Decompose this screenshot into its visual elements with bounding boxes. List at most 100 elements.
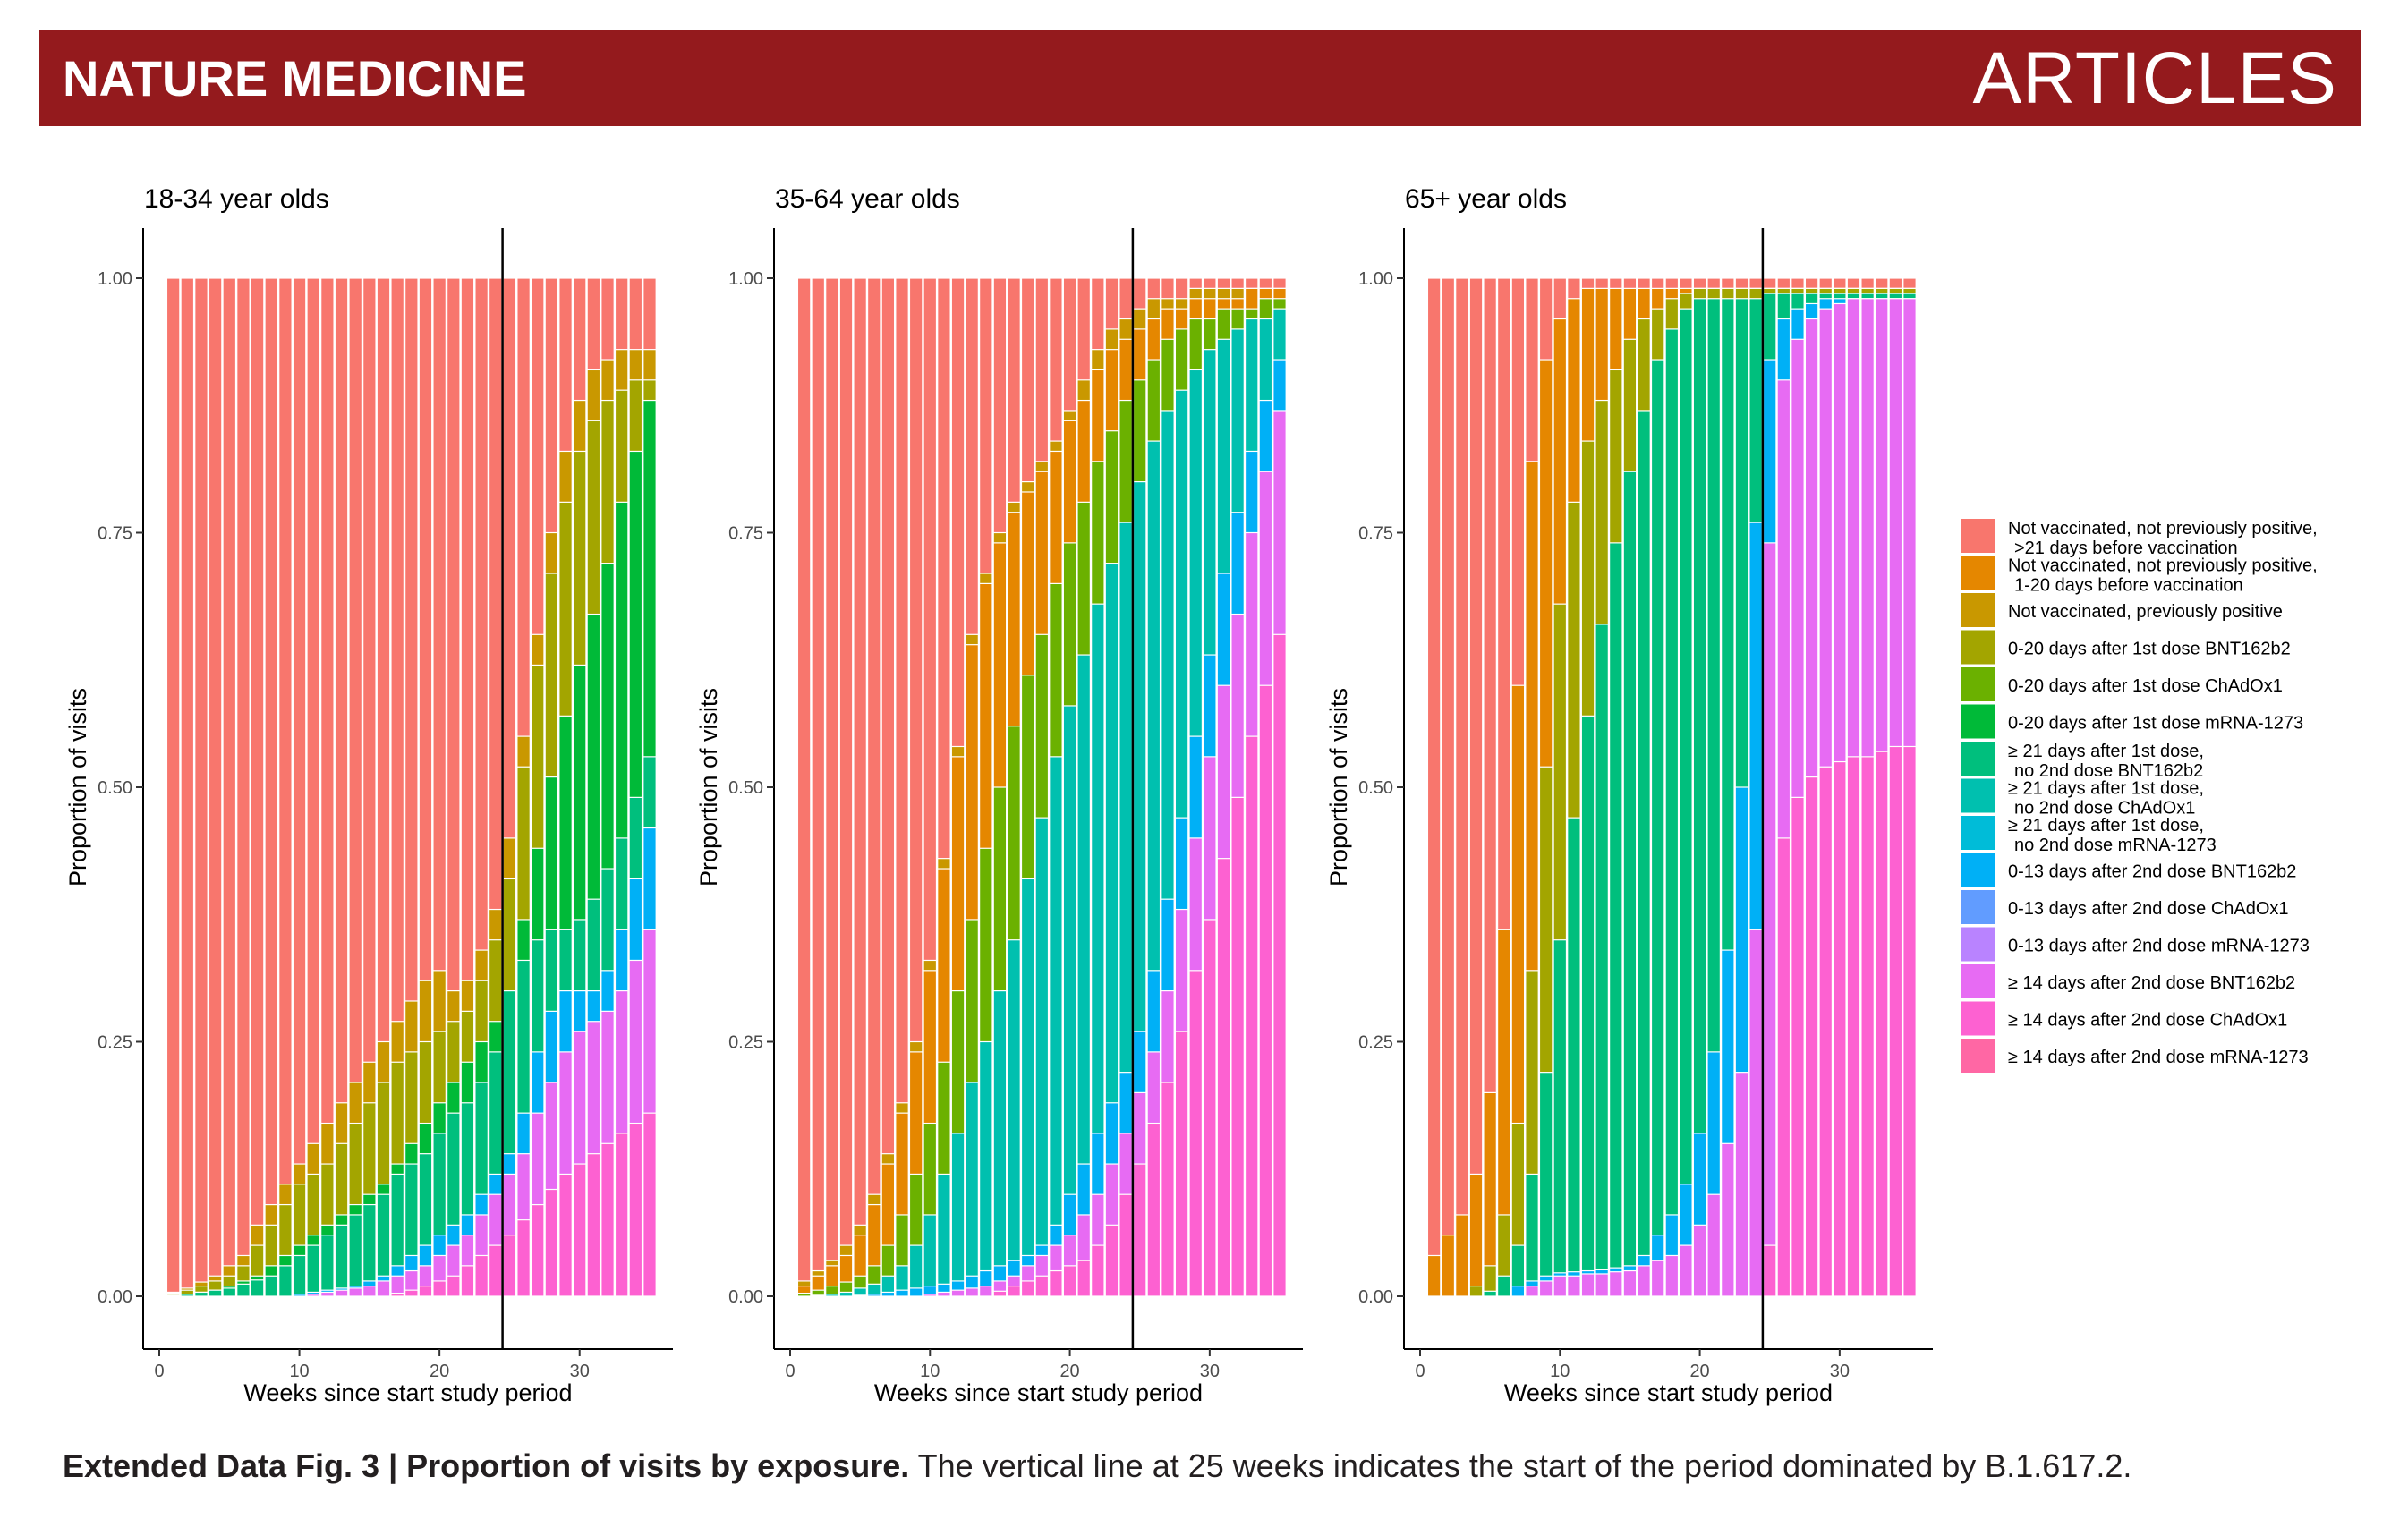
bar-segment xyxy=(418,1286,433,1297)
bar-segment xyxy=(838,277,854,1297)
bar-segment xyxy=(334,1289,349,1297)
bar-segment xyxy=(376,1280,391,1297)
bar-segment xyxy=(923,1294,938,1297)
bar-segment xyxy=(306,1244,321,1297)
bar-segment xyxy=(1034,817,1050,1297)
x-tick-label: 0 xyxy=(785,1362,795,1381)
bar-segment xyxy=(1580,715,1595,1297)
legend-label: Not vaccinated, not previously positive, xyxy=(2008,519,2318,539)
bar-segment xyxy=(1706,1193,1721,1297)
bar-segment xyxy=(1049,1269,1063,1297)
bar-segment xyxy=(1567,1275,1581,1297)
legend-item: Not vaccinated, previously positive xyxy=(1961,593,2283,627)
legend-label: 0-20 days after 1st dose mRNA-1273 xyxy=(2008,714,2303,734)
bar-segment xyxy=(1455,1214,1469,1297)
bar-segment xyxy=(1874,751,1889,1297)
bar-segment xyxy=(895,1289,909,1297)
legend-label: ≥ 14 days after 2nd dose ChAdOx1 xyxy=(2008,1011,2287,1031)
bar-segment xyxy=(853,277,867,1297)
bar-segment xyxy=(1468,277,1484,1297)
legend-label: ≥ 14 days after 2nd dose BNT162b2 xyxy=(2008,973,2295,993)
legend-label-line2: 1-20 days before vaccination xyxy=(2014,576,2243,596)
bar-segment xyxy=(1609,1271,1623,1297)
bar-segment xyxy=(796,277,812,1297)
x-axis-label: Weeks since start study period xyxy=(1504,1379,1833,1406)
bar-segment xyxy=(320,1291,335,1297)
legend-key xyxy=(1961,630,1995,665)
x-axis-label: Weeks since start study period xyxy=(243,1379,572,1406)
y-tick-label: 1.00 xyxy=(1358,269,1393,289)
bar-segment xyxy=(1818,766,1834,1297)
bar-segment xyxy=(937,1291,951,1297)
bar-segment xyxy=(208,1289,223,1297)
bar-segment xyxy=(1007,939,1021,1297)
legend: Not vaccinated, not previously positive,… xyxy=(1961,519,2318,1073)
y-axis-label: Proportion of visits xyxy=(1325,688,1352,887)
section-label: ARTICLES xyxy=(1972,38,2337,119)
y-tick-label: 0.00 xyxy=(98,1287,132,1307)
legend-item: ≥ 14 days after 2nd dose BNT162b2 xyxy=(1961,964,2295,998)
bar-segment xyxy=(1230,796,1245,1297)
legend-key xyxy=(1961,1039,1995,1073)
bar-segment xyxy=(236,277,251,1297)
legend-item: ≥ 14 days after 2nd dose ChAdOx1 xyxy=(1961,1001,2287,1036)
bar-segment xyxy=(1525,1286,1539,1297)
x-tick-label: 10 xyxy=(1550,1362,1570,1381)
legend-label: ≥ 21 days after 1st dose, xyxy=(2008,742,2204,761)
legend-key xyxy=(1961,853,1995,887)
bar-segment xyxy=(979,1040,993,1297)
bar-segment xyxy=(1091,1244,1105,1297)
bar-segment xyxy=(1426,277,1442,1297)
bar-segment xyxy=(166,277,181,1297)
journal-banner: NATURE MEDICINE ARTICLES xyxy=(39,30,2361,126)
bar-segment xyxy=(334,1224,349,1297)
legend-label: 0-20 days after 1st dose BNT162b2 xyxy=(2008,640,2291,659)
bar-segment xyxy=(264,277,279,1297)
bar-segment xyxy=(965,1082,979,1297)
bar-segment xyxy=(600,1142,615,1297)
bar-segment xyxy=(923,1214,938,1297)
bar-segment xyxy=(1020,1280,1035,1297)
x-tick-label: 0 xyxy=(1415,1362,1425,1381)
y-axis-label: Proportion of visits xyxy=(695,688,722,887)
legend-label: ≥ 14 days after 2nd dose mRNA-1273 xyxy=(2008,1048,2309,1067)
bar-segment xyxy=(1062,1265,1077,1297)
legend-item: ≥ 21 days after 1st dose,no 2nd dose mRN… xyxy=(1961,816,2217,855)
bar-segment xyxy=(1049,756,1063,1297)
bar-segment xyxy=(1637,1265,1651,1297)
bar-segment xyxy=(1650,1260,1665,1297)
legend-item: 0-13 days after 2nd dose ChAdOx1 xyxy=(1961,890,2289,924)
bar-segment xyxy=(1272,633,1287,1297)
bar-segment xyxy=(1426,1254,1442,1297)
bar-segment xyxy=(992,1290,1008,1297)
legend-key xyxy=(1961,704,1995,739)
bar-segment xyxy=(1664,328,1680,1297)
bar-segment xyxy=(264,1275,279,1297)
bar-segment xyxy=(1791,796,1805,1297)
bar-segment xyxy=(348,1214,362,1297)
legend-item: 0-13 days after 2nd dose mRNA-1273 xyxy=(1961,927,2310,962)
y-tick-label: 0.25 xyxy=(728,1033,763,1053)
bar-segment xyxy=(404,1289,419,1297)
bar-segment xyxy=(572,1163,587,1297)
bar-segment xyxy=(937,1173,951,1297)
bar-segment xyxy=(1132,1163,1147,1297)
bar-segment xyxy=(1468,1173,1484,1297)
bar-segment xyxy=(838,1291,854,1297)
bar-segment xyxy=(460,1265,475,1297)
x-tick-label: 30 xyxy=(570,1362,590,1381)
x-tick-label: 20 xyxy=(430,1362,449,1381)
legend-key xyxy=(1961,816,1995,850)
bar-segment xyxy=(1483,1290,1497,1297)
bar-segment xyxy=(1609,542,1623,1297)
bar-segment xyxy=(796,1292,812,1297)
bar-segment xyxy=(320,1235,335,1297)
x-tick-label: 10 xyxy=(289,1362,309,1381)
bar-segment xyxy=(222,277,237,1297)
legend-key xyxy=(1961,742,1995,776)
bar-segment xyxy=(1538,1072,1553,1297)
bar-segment xyxy=(1076,1260,1091,1297)
bar-segment xyxy=(1622,1269,1638,1297)
bar-segment xyxy=(1119,1193,1133,1297)
legend-label-line2: >21 days before vaccination xyxy=(2014,539,2238,558)
